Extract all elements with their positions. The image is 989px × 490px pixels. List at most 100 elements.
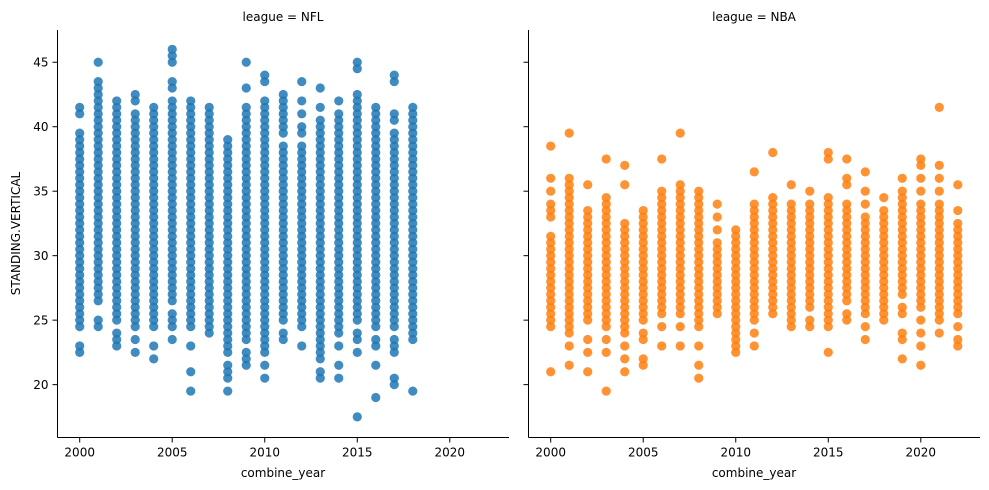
nfl-point bbox=[278, 328, 288, 338]
nfl-y-tick-label: 30 bbox=[33, 249, 48, 263]
nba-point bbox=[805, 315, 815, 325]
nfl-point bbox=[371, 276, 381, 287]
nfl-point bbox=[371, 109, 381, 119]
nba-point bbox=[583, 212, 593, 222]
nfl-point bbox=[112, 96, 122, 106]
nfl-point bbox=[223, 251, 233, 261]
nfl-point bbox=[297, 193, 307, 203]
nba-point bbox=[916, 283, 926, 293]
nfl-point bbox=[130, 147, 140, 158]
nba-point bbox=[546, 173, 556, 183]
nfl-point bbox=[130, 218, 140, 229]
nba-point bbox=[953, 231, 963, 241]
nba-point bbox=[916, 328, 926, 338]
nfl-point bbox=[149, 341, 159, 351]
nba-point bbox=[675, 218, 685, 229]
nfl-point bbox=[186, 270, 196, 280]
nba-point bbox=[749, 225, 759, 235]
nfl-point bbox=[297, 180, 307, 190]
nba-point bbox=[694, 212, 704, 222]
nfl-point bbox=[223, 193, 233, 203]
nfl-point bbox=[371, 322, 381, 332]
nfl-point bbox=[75, 147, 85, 158]
nfl-point bbox=[93, 244, 103, 254]
nba-point bbox=[860, 218, 870, 229]
nfl-point bbox=[167, 212, 177, 222]
nba-point bbox=[601, 199, 611, 209]
nba-point bbox=[564, 263, 574, 274]
nba-point bbox=[564, 257, 574, 267]
nba-point bbox=[675, 231, 685, 241]
nba-point bbox=[842, 173, 852, 183]
nfl-point bbox=[130, 135, 140, 145]
nba-point bbox=[546, 205, 556, 216]
nba-point bbox=[953, 289, 963, 299]
nfl-point bbox=[204, 115, 214, 125]
nba-point bbox=[564, 193, 574, 203]
nfl-point bbox=[315, 205, 325, 216]
nba-point bbox=[860, 309, 870, 319]
nba-point bbox=[583, 302, 593, 312]
nba-point bbox=[805, 231, 815, 241]
nfl-point bbox=[186, 309, 196, 319]
nba-point bbox=[675, 322, 685, 332]
nfl-point bbox=[352, 141, 362, 151]
nfl-point bbox=[278, 315, 288, 325]
nba-point bbox=[657, 283, 667, 293]
nfl-point bbox=[371, 251, 381, 261]
nfl-point bbox=[112, 160, 122, 170]
nfl-point bbox=[186, 283, 196, 293]
nba-point bbox=[879, 251, 889, 261]
nfl-point bbox=[371, 225, 381, 235]
nfl-point bbox=[204, 270, 214, 280]
nba-point bbox=[953, 180, 963, 190]
nfl-point bbox=[371, 341, 381, 351]
nba-point bbox=[601, 334, 611, 345]
nba-point bbox=[897, 302, 907, 312]
nfl-point bbox=[186, 109, 196, 119]
nba-point bbox=[897, 225, 907, 235]
nfl-point bbox=[260, 147, 270, 158]
nfl-point bbox=[408, 328, 418, 338]
nfl-point bbox=[315, 270, 325, 280]
nfl-point bbox=[186, 173, 196, 183]
nba-point bbox=[601, 231, 611, 241]
nfl-point bbox=[315, 302, 325, 312]
nfl-point bbox=[167, 315, 177, 325]
nfl-point bbox=[112, 109, 122, 119]
nba-point bbox=[953, 263, 963, 274]
nfl-point bbox=[130, 193, 140, 203]
nfl-point bbox=[186, 263, 196, 274]
nfl-point bbox=[167, 225, 177, 235]
nfl-point bbox=[260, 251, 270, 261]
nba-point bbox=[546, 199, 556, 209]
nba-point bbox=[731, 238, 741, 248]
nfl-point bbox=[130, 89, 140, 100]
nba-point bbox=[731, 251, 741, 261]
nfl-point bbox=[223, 154, 233, 164]
nfl-point bbox=[408, 115, 418, 125]
nba-point bbox=[786, 199, 796, 209]
nfl-point bbox=[93, 115, 103, 125]
nba-point bbox=[712, 225, 722, 235]
nfl-point bbox=[186, 186, 196, 196]
nfl-point bbox=[223, 263, 233, 274]
nfl-point bbox=[408, 244, 418, 254]
nba-point bbox=[879, 193, 889, 203]
nba-point bbox=[860, 199, 870, 209]
nfl-point bbox=[167, 147, 177, 158]
nba-point bbox=[675, 212, 685, 222]
nfl-point bbox=[297, 218, 307, 229]
nfl-point bbox=[278, 147, 288, 158]
nfl-point bbox=[352, 57, 362, 67]
nba-point bbox=[934, 309, 944, 319]
nfl-point bbox=[75, 238, 85, 248]
nba-point bbox=[823, 276, 833, 287]
nba-point bbox=[564, 322, 574, 332]
nfl-point bbox=[204, 141, 214, 151]
nba-x-tick-label: 2015 bbox=[813, 446, 844, 460]
nfl-point bbox=[149, 238, 159, 248]
nfl-point bbox=[186, 225, 196, 235]
nfl-point bbox=[371, 263, 381, 274]
nfl-point bbox=[389, 231, 399, 241]
